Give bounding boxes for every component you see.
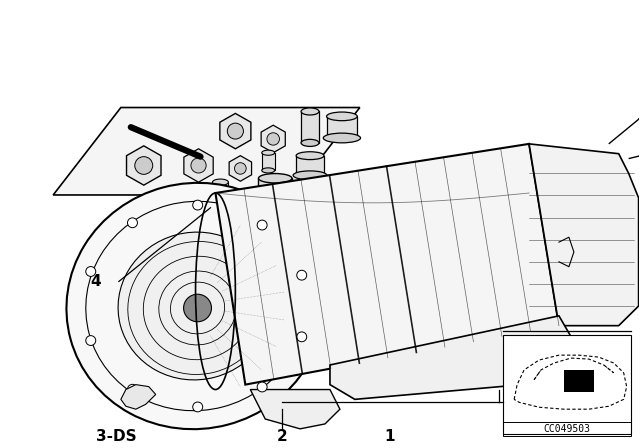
Ellipse shape	[301, 139, 319, 146]
Polygon shape	[639, 85, 640, 119]
Polygon shape	[216, 144, 559, 385]
Circle shape	[267, 133, 280, 145]
Bar	[503, 336, 630, 434]
Ellipse shape	[255, 197, 296, 207]
Bar	[301, 112, 319, 143]
Circle shape	[86, 336, 96, 345]
Polygon shape	[529, 144, 639, 326]
Circle shape	[127, 218, 138, 228]
Polygon shape	[330, 316, 579, 399]
Circle shape	[297, 332, 307, 342]
Circle shape	[193, 200, 203, 210]
Ellipse shape	[262, 168, 275, 173]
Ellipse shape	[67, 183, 324, 429]
Ellipse shape	[259, 173, 292, 183]
Polygon shape	[220, 113, 251, 149]
Ellipse shape	[323, 133, 360, 143]
Bar	[259, 178, 292, 202]
Bar	[326, 116, 357, 138]
Circle shape	[227, 123, 243, 139]
Circle shape	[86, 267, 96, 276]
Polygon shape	[53, 108, 360, 195]
Polygon shape	[121, 385, 156, 409]
Bar	[212, 182, 228, 204]
Bar	[503, 422, 630, 436]
Circle shape	[257, 382, 267, 392]
Ellipse shape	[262, 150, 275, 155]
Circle shape	[184, 294, 211, 322]
Polygon shape	[250, 390, 340, 429]
Circle shape	[135, 157, 153, 174]
Ellipse shape	[293, 171, 327, 180]
Circle shape	[191, 158, 206, 173]
Text: 1: 1	[385, 429, 395, 444]
Text: 2: 2	[276, 429, 287, 444]
Ellipse shape	[212, 201, 228, 207]
Polygon shape	[261, 125, 285, 153]
Bar	[296, 155, 324, 175]
Ellipse shape	[296, 152, 324, 159]
Polygon shape	[184, 149, 213, 182]
Circle shape	[193, 402, 203, 412]
Circle shape	[127, 384, 138, 394]
Bar	[262, 153, 275, 170]
Text: 3-DS: 3-DS	[95, 429, 136, 444]
Circle shape	[257, 220, 267, 230]
Ellipse shape	[301, 108, 319, 115]
Text: 4: 4	[91, 274, 101, 289]
Circle shape	[234, 163, 246, 174]
Polygon shape	[127, 146, 161, 185]
Text: CC049503: CC049503	[543, 424, 591, 434]
Polygon shape	[229, 155, 252, 181]
Ellipse shape	[326, 112, 357, 121]
Circle shape	[297, 270, 307, 280]
Ellipse shape	[118, 232, 273, 380]
Bar	[564, 370, 594, 392]
Ellipse shape	[212, 179, 228, 185]
